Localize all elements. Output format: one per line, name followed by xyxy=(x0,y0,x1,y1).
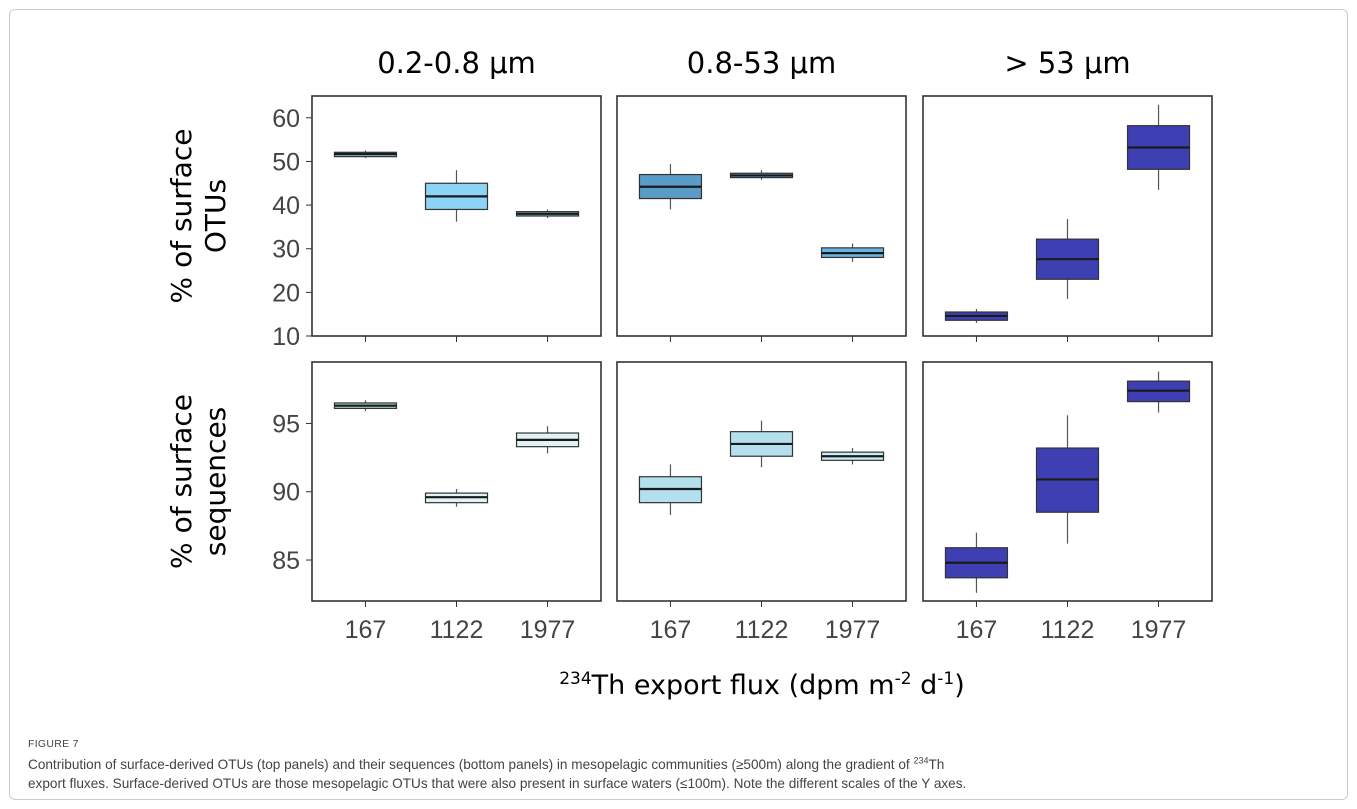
panel-title-2: 0.8-53 μm xyxy=(687,46,836,80)
x-tick-label: 1977 xyxy=(520,616,576,644)
y-tick-label: 30 xyxy=(272,236,300,264)
caption-line2-text: export fluxes. Surface-derived OTUs are … xyxy=(28,776,967,791)
y-tick-label: 40 xyxy=(272,192,300,220)
y-tick-label: 20 xyxy=(272,279,300,307)
panel-title-1: 0.2-0.8 μm xyxy=(377,46,536,80)
y-tick-label: 60 xyxy=(272,105,300,133)
panel-title-3: > 53 μm xyxy=(1004,46,1130,80)
caption-label: FIGURE 7 xyxy=(28,738,79,750)
caption-line1-end: Th xyxy=(928,757,945,772)
caption-line1-text: Contribution of surface-derived OTUs (to… xyxy=(28,757,914,772)
x-tick-label: 1122 xyxy=(430,616,484,644)
panel-frame-r2-c1 xyxy=(311,361,602,602)
x-tick-label: 1122 xyxy=(735,616,789,644)
x-tick-label: 167 xyxy=(345,616,387,644)
y-tick-label: 90 xyxy=(272,479,300,507)
caption-text: Contribution of surface-derived OTUs (to… xyxy=(28,755,1333,793)
y-axis-label-row-1: % of surfaceOTUs xyxy=(165,129,232,304)
x-tick-label: 1122 xyxy=(1041,616,1095,644)
caption-isotope-superscript: 234 xyxy=(913,755,929,766)
y-tick-label: 10 xyxy=(272,323,300,351)
x-axis-label: 234Th export flux (dpm m-2 d-1) xyxy=(559,669,965,701)
x-tick-label: 167 xyxy=(956,616,998,644)
x-tick-label: 167 xyxy=(650,616,692,644)
y-axis-label-row-2: % of surfacesequences xyxy=(165,394,232,569)
figure-caption: FIGURE 7 Contribution of surface-derived… xyxy=(28,738,1333,793)
y-tick-label: 50 xyxy=(272,148,300,176)
panel-frame-r1-c2 xyxy=(616,95,907,337)
box-plot-figure: 0.2-0.8 μm 0.8-53 μm > 53 μm % of surfaceOT… xyxy=(165,46,1213,701)
x-tick-label: 1977 xyxy=(825,616,881,644)
y-tick-label: 85 xyxy=(272,547,300,575)
x-tick-label: 1977 xyxy=(1131,616,1187,644)
y-tick-label: 95 xyxy=(272,410,300,438)
